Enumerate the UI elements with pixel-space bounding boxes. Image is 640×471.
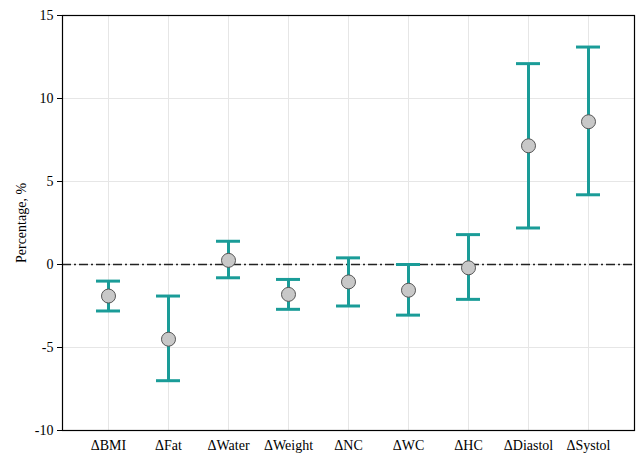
svg-text:ΔBMI: ΔBMI	[91, 438, 127, 453]
svg-text:0: 0	[47, 257, 54, 272]
svg-text:ΔWater: ΔWater	[207, 438, 249, 453]
svg-text:ΔDiastol: ΔDiastol	[504, 438, 554, 453]
svg-text:ΔWC: ΔWC	[393, 438, 425, 453]
svg-text:ΔFat: ΔFat	[155, 438, 182, 453]
svg-text:ΔNC: ΔNC	[334, 438, 362, 453]
svg-text:5: 5	[47, 174, 54, 189]
svg-text:15: 15	[40, 8, 54, 23]
svg-text:-10: -10	[35, 423, 54, 438]
svg-text:ΔHC: ΔHC	[454, 438, 482, 453]
svg-text:-5: -5	[42, 340, 54, 355]
svg-text:10: 10	[40, 91, 54, 106]
svg-text:Percentage, %: Percentage, %	[14, 183, 29, 263]
svg-text:ΔWeight: ΔWeight	[264, 438, 313, 453]
svg-text:ΔSystol: ΔSystol	[566, 438, 610, 453]
